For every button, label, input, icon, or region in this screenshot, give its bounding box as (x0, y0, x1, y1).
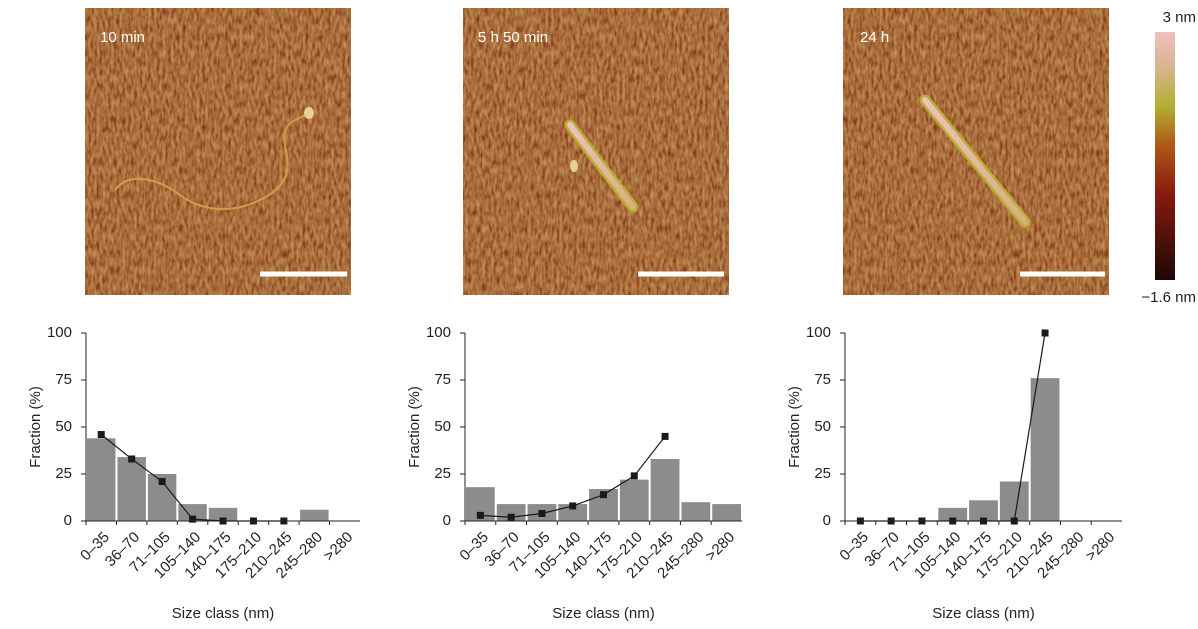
x-tick-label: >280 (702, 529, 738, 565)
marker (189, 515, 197, 523)
y-axis-label: Fraction (%) (786, 386, 803, 468)
colorbar-max-label: 3 nm (1163, 9, 1196, 26)
y-tick-label: 75 (814, 371, 831, 388)
y-tick-label: 100 (47, 324, 72, 341)
marker (476, 511, 484, 519)
bar (681, 502, 711, 521)
y-tick-label: 25 (814, 465, 831, 482)
y-tick-label: 25 (55, 465, 72, 482)
marker (97, 431, 105, 439)
y-axis-label: Fraction (%) (406, 386, 423, 468)
bar (938, 507, 968, 521)
marker (158, 478, 166, 486)
y-tick-label: 50 (814, 418, 831, 435)
bar (650, 458, 680, 521)
x-tick-label: >280 (320, 529, 356, 565)
y-tick-label: 25 (434, 465, 451, 482)
y-tick-label: 100 (426, 324, 451, 341)
x-tick-label: >280 (1082, 529, 1118, 565)
y-tick-label: 100 (806, 324, 831, 341)
y-tick-label: 50 (55, 418, 72, 435)
y-tick-label: 0 (64, 512, 72, 529)
bar (208, 507, 238, 521)
bar (117, 457, 146, 521)
x-axis-label: Size class (nm) (552, 605, 655, 622)
bar (999, 481, 1029, 521)
x-axis-label: Size class (nm) (172, 605, 275, 622)
afm-image (843, 8, 1109, 295)
colorbar-min-label: −1.6 nm (1141, 289, 1196, 306)
y-tick-label: 75 (55, 371, 72, 388)
bar (969, 500, 998, 521)
y-tick-label: 50 (434, 418, 451, 435)
afm-image (463, 8, 729, 295)
y-tick-label: 75 (434, 371, 451, 388)
y-axis-label: Fraction (%) (27, 386, 44, 468)
colorbar (1155, 32, 1175, 280)
image-label: 10 min (100, 29, 145, 46)
bar (178, 504, 207, 521)
image-label: 5 h 50 min (478, 29, 548, 46)
afm-image (85, 8, 351, 295)
marker (600, 491, 607, 499)
bar (300, 509, 329, 521)
bar (87, 438, 116, 521)
bar (619, 479, 649, 521)
x-axis-label: Size class (nm) (932, 605, 1035, 622)
image-label: 24 h (860, 29, 889, 46)
marker (538, 509, 546, 517)
marker (630, 472, 638, 480)
marker (661, 432, 669, 440)
bar (712, 504, 741, 521)
marker (1041, 329, 1049, 337)
marker (569, 502, 577, 510)
marker (507, 513, 515, 521)
bar (1030, 378, 1060, 521)
marker (128, 455, 136, 463)
y-tick-label: 0 (823, 512, 831, 529)
y-tick-label: 0 (443, 512, 451, 529)
